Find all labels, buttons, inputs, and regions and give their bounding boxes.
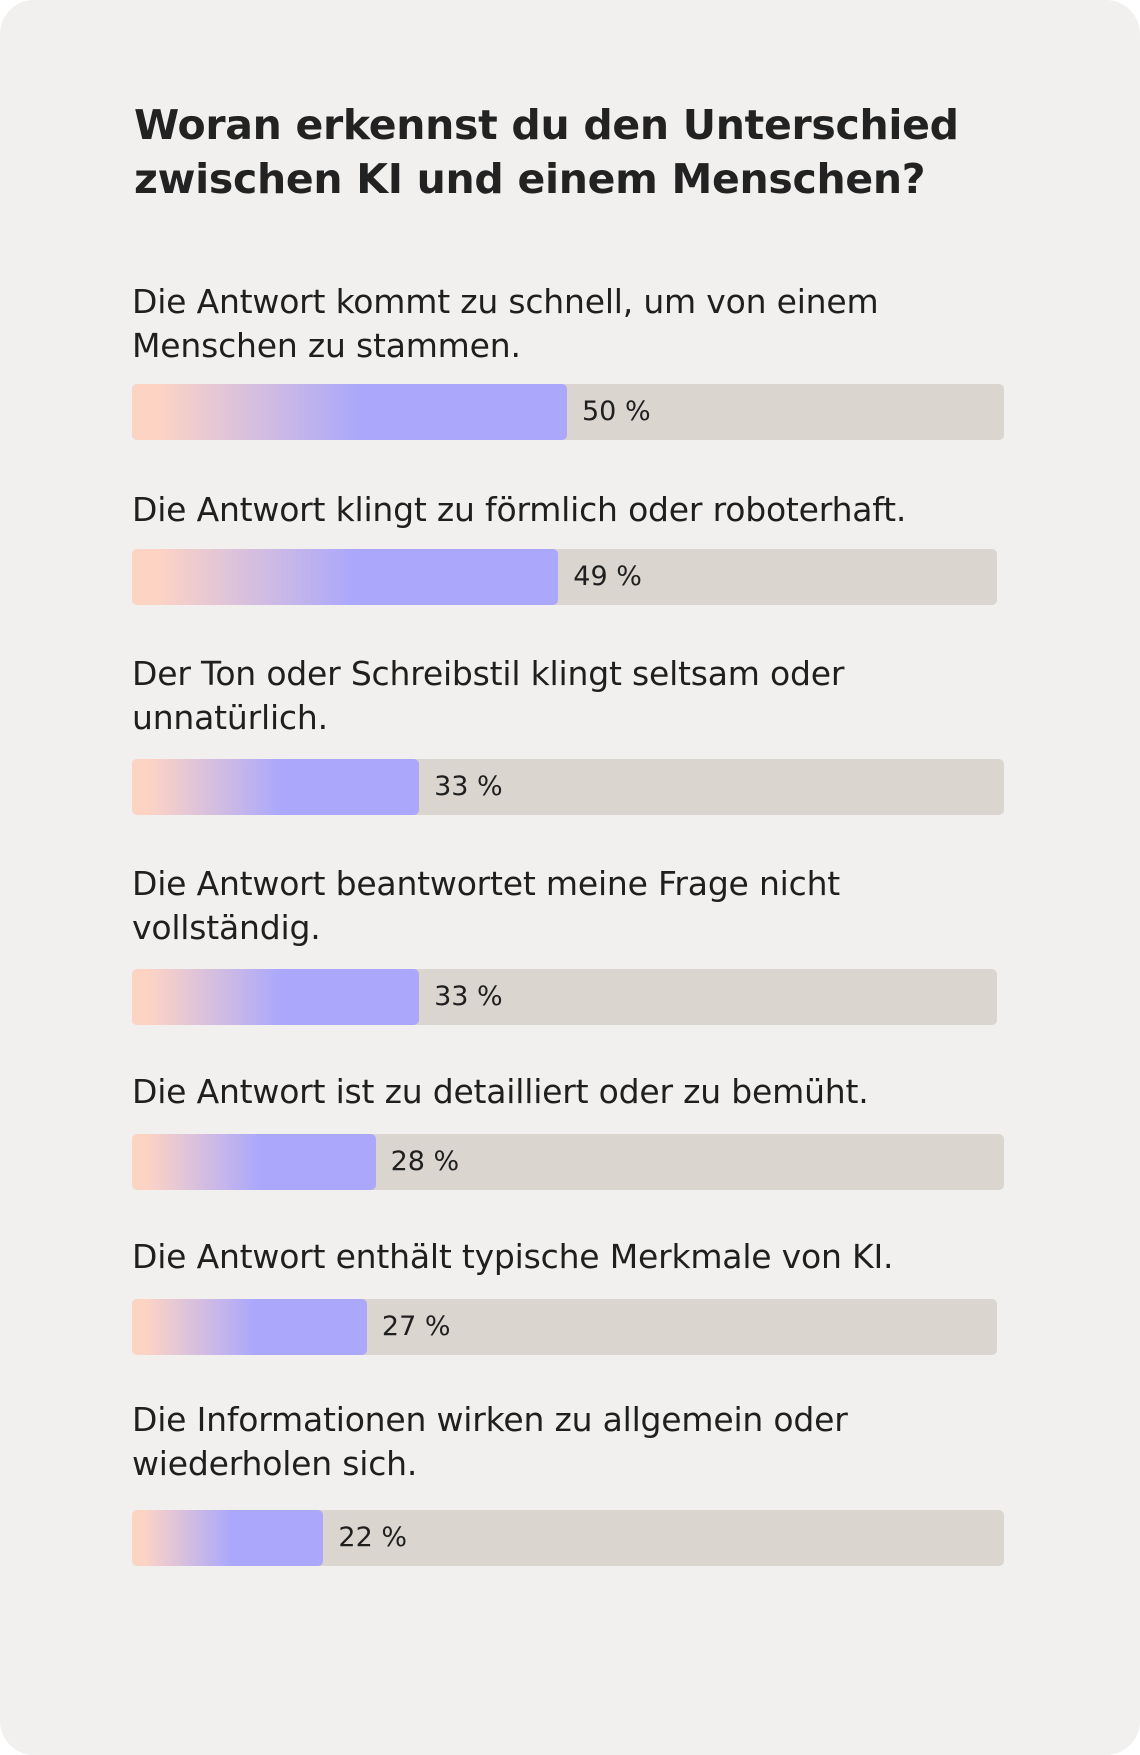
bar-track: 33 %	[132, 969, 997, 1025]
bar-value-label: 50 %	[582, 396, 651, 427]
bar-label: Die Antwort klingt zu förmlich oder robo…	[132, 490, 907, 529]
bar-value-label: 28 %	[390, 1146, 460, 1177]
bar	[132, 1510, 324, 1566]
bar-track: 50 %	[132, 384, 1004, 440]
bar-value-label: 22 %	[338, 1522, 407, 1553]
bar-track: 49 %	[132, 549, 997, 605]
bar	[132, 759, 420, 815]
bar	[132, 1299, 367, 1355]
bar	[132, 549, 559, 605]
bar-value-label: 33 %	[434, 771, 503, 802]
bar	[132, 1134, 376, 1190]
bar-track: 28 %	[132, 1134, 1004, 1190]
bar	[132, 384, 567, 440]
bar-label: Die Informationen wirken zu allgemein od…	[132, 1400, 848, 1483]
bar-track: 33 %	[132, 759, 1004, 815]
bar-value-label: 27 %	[381, 1311, 451, 1342]
bar-label: Die Antwort kommt zu schnell, um von ein…	[132, 282, 879, 365]
bar	[132, 969, 420, 1025]
bar-track: 22 %	[132, 1510, 1004, 1566]
bar-value-label: 49 %	[573, 561, 642, 592]
bar-label: Die Antwort enthält typische Merkmale vo…	[132, 1237, 894, 1276]
bar-label: Die Antwort ist zu detailliert oder zu b…	[132, 1072, 869, 1111]
bar-track: 27 %	[132, 1299, 997, 1355]
bar-label: Der Ton oder Schreibstil klingt seltsam …	[132, 654, 845, 737]
bar-label: Die Antwort beantwortet meine Frage nich…	[132, 864, 841, 947]
chart-title: Woran erkennst du den Unterschied zwisch…	[134, 101, 959, 203]
bar-value-label: 33 %	[434, 981, 503, 1012]
